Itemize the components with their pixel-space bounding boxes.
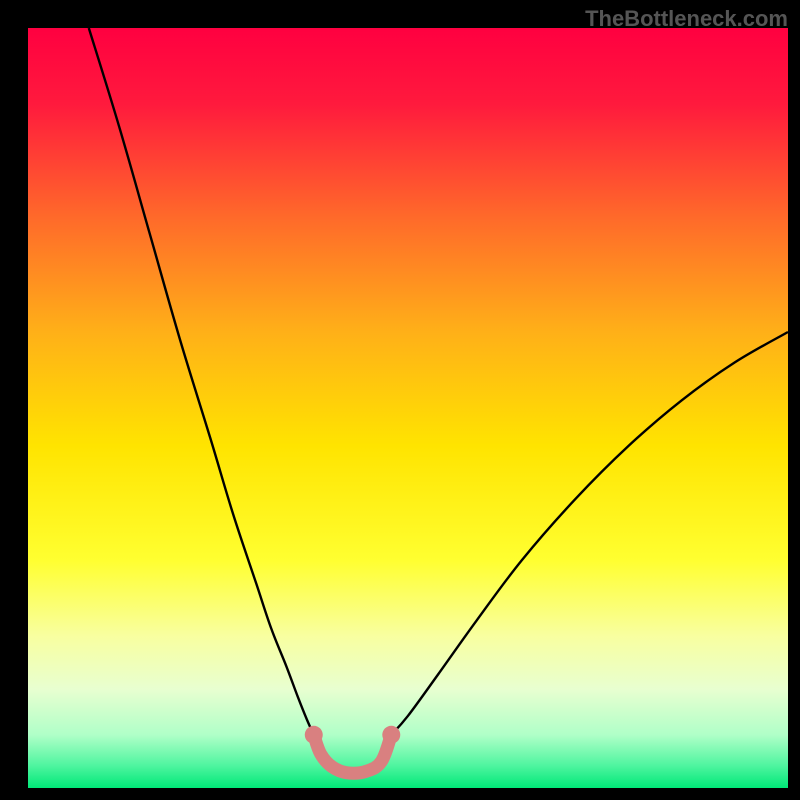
curve-right xyxy=(391,332,788,735)
chart-container: TheBottleneck.com xyxy=(0,0,800,800)
curves-layer xyxy=(28,28,788,788)
highlight-dot xyxy=(305,726,323,744)
highlight-dots xyxy=(305,726,401,744)
plot-area xyxy=(28,28,788,788)
curve-left xyxy=(89,28,314,735)
highlight-dot xyxy=(382,726,400,744)
watermark: TheBottleneck.com xyxy=(585,6,788,32)
bottom-highlight xyxy=(314,735,392,773)
